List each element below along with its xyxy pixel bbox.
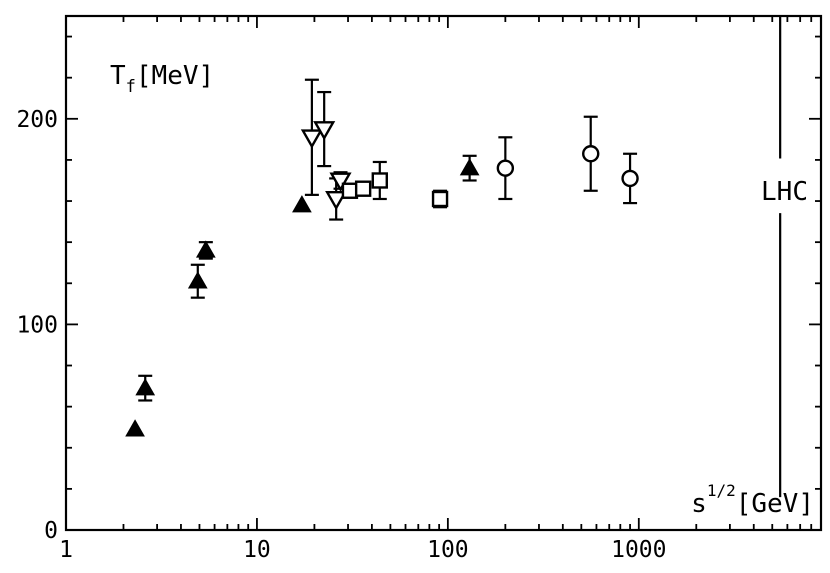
data-point-open-down-triangle (325, 191, 348, 211)
y-axis-label: Tf[MeV] (110, 61, 214, 97)
lhc-label: LHC (761, 177, 808, 207)
data-marks (125, 78, 639, 437)
data-point-filled-triangle (292, 195, 312, 213)
plot-frame (64, 14, 823, 532)
axis-tick-labels: 0 100 200 1 10 100 1000 (16, 107, 666, 563)
y-axis-label-sub: f (126, 77, 136, 97)
data-point-open-down-triangle (329, 172, 352, 192)
data-point-open-down-triangle (313, 121, 336, 141)
x-tick-label: 100 (427, 537, 469, 563)
x-tick-label: 10 (243, 537, 271, 563)
data-point-filled-triangle (125, 419, 145, 437)
data-point-open-square (431, 190, 449, 208)
data-point-open-circle (582, 145, 600, 163)
data-point-filled-triangle (135, 378, 156, 396)
x-tick-label: 1000 (611, 537, 666, 563)
data-point-filled-triangle (187, 271, 208, 289)
y-axis-label-main: T (110, 61, 126, 91)
x-tick-label: 1 (59, 537, 73, 563)
y-axis-label-unit: [MeV] (136, 61, 214, 91)
axis-ticks (65, 16, 821, 531)
lhc-annotation: LHC (761, 16, 808, 498)
x-axis-label-unit: [GeV] (736, 489, 814, 519)
x-axis-label-sup: 1/2 (707, 481, 736, 500)
y-tick-label: 0 (44, 518, 58, 544)
data-point-open-circle (621, 169, 639, 188)
data-point-filled-triangle (459, 158, 480, 176)
data-point-open-circle (496, 159, 515, 177)
data-point-open-square (354, 180, 372, 197)
data-point-open-down-triangle (300, 129, 323, 149)
data-point-filled-triangle (195, 240, 216, 258)
data-point-open-square (341, 182, 359, 199)
y-tick-label: 100 (16, 312, 58, 338)
y-tick-label: 200 (16, 107, 58, 133)
data-point-open-square (371, 172, 388, 189)
x-axis-label-main: s (691, 489, 707, 519)
x-axis-label: s1/2[GeV] (691, 481, 814, 519)
